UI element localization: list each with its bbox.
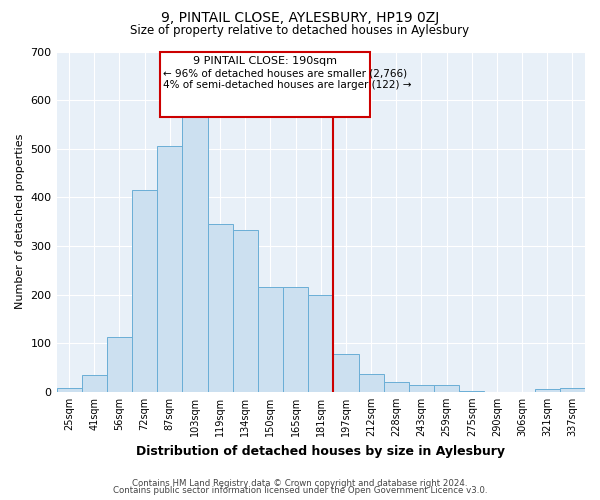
Bar [434, 385, 459, 392]
FancyBboxPatch shape [160, 52, 370, 117]
Bar [459, 391, 484, 392]
Bar [308, 294, 334, 392]
Text: 9, PINTAIL CLOSE, AYLESBURY, HP19 0ZJ: 9, PINTAIL CLOSE, AYLESBURY, HP19 0ZJ [161, 11, 439, 25]
Bar [233, 230, 258, 392]
Bar [359, 374, 383, 392]
Y-axis label: Number of detached properties: Number of detached properties [15, 134, 25, 310]
Bar [283, 288, 308, 392]
X-axis label: Distribution of detached houses by size in Aylesbury: Distribution of detached houses by size … [136, 444, 505, 458]
Bar [535, 390, 560, 392]
Text: Contains HM Land Registry data © Crown copyright and database right 2024.: Contains HM Land Registry data © Crown c… [132, 478, 468, 488]
Text: Size of property relative to detached houses in Aylesbury: Size of property relative to detached ho… [130, 24, 470, 37]
Bar [560, 388, 585, 392]
Bar [56, 388, 82, 392]
Text: 9 PINTAIL CLOSE: 190sqm: 9 PINTAIL CLOSE: 190sqm [193, 56, 337, 66]
Bar [182, 111, 208, 392]
Bar [107, 337, 132, 392]
Bar [409, 386, 434, 392]
Bar [258, 288, 283, 392]
Text: 4% of semi-detached houses are larger (122) →: 4% of semi-detached houses are larger (1… [163, 80, 412, 90]
Bar [157, 146, 182, 392]
Bar [132, 190, 157, 392]
Bar [82, 375, 107, 392]
Text: ← 96% of detached houses are smaller (2,766): ← 96% of detached houses are smaller (2,… [163, 68, 407, 78]
Text: Contains public sector information licensed under the Open Government Licence v3: Contains public sector information licen… [113, 486, 487, 495]
Bar [383, 382, 409, 392]
Bar [334, 354, 359, 392]
Bar [208, 224, 233, 392]
